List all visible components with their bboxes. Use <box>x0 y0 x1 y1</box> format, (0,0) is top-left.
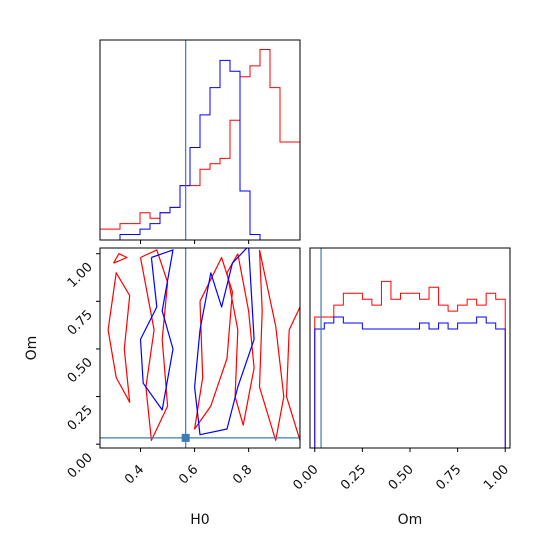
joint-ytick-label: 0.00 <box>65 450 96 481</box>
truth-marker <box>181 433 190 442</box>
om-histogram-red <box>314 280 506 448</box>
contour-red <box>112 253 128 264</box>
om-xtick-label: 0.00 <box>291 462 322 493</box>
contour-blue <box>194 248 255 436</box>
joint-ytick-label: 0.50 <box>65 355 96 386</box>
contour-red <box>107 272 131 403</box>
joint-xtick-label: 0.4 <box>122 462 147 487</box>
contour-red <box>285 306 300 441</box>
h0-histogram-red <box>100 49 300 240</box>
contour-red <box>258 249 285 441</box>
om-xtick-label: 0.75 <box>433 462 464 493</box>
om-xtick-label: 1.00 <box>481 462 512 493</box>
h0-om-joint-panel: 0.4 0.6 0.8 0.00 0.25 0.50 0.75 1.00 H0 Om <box>24 247 301 528</box>
contour-red <box>226 253 255 426</box>
joint-ytick-label: 1.00 <box>65 260 96 291</box>
xaxis-label-h0: H0 <box>190 512 209 528</box>
joint-frame <box>99 247 301 449</box>
contour-blue <box>139 249 174 411</box>
xaxis-label-om: Om <box>398 512 423 528</box>
om-xtick-label: 0.50 <box>386 462 417 493</box>
h0-marginal-panel <box>99 39 301 244</box>
yaxis-label-om: Om <box>24 336 40 361</box>
h0-histogram-blue <box>100 59 300 240</box>
joint-ytick-label: 0.75 <box>65 308 96 339</box>
h0-marginal-frame <box>99 39 301 241</box>
contour-red <box>139 249 169 441</box>
om-marginal-frame <box>309 247 511 449</box>
joint-xtick-label: 0.6 <box>176 462 201 487</box>
joint-xtick-label: 0.8 <box>230 462 255 487</box>
joint-ytick-label: 0.25 <box>65 403 96 434</box>
om-marginal-panel: 0.00 0.25 0.50 0.75 1.00 Om <box>291 247 512 528</box>
om-xtick-label: 0.25 <box>338 462 369 493</box>
om-histogram-blue <box>314 316 506 448</box>
contour-red <box>194 256 233 430</box>
